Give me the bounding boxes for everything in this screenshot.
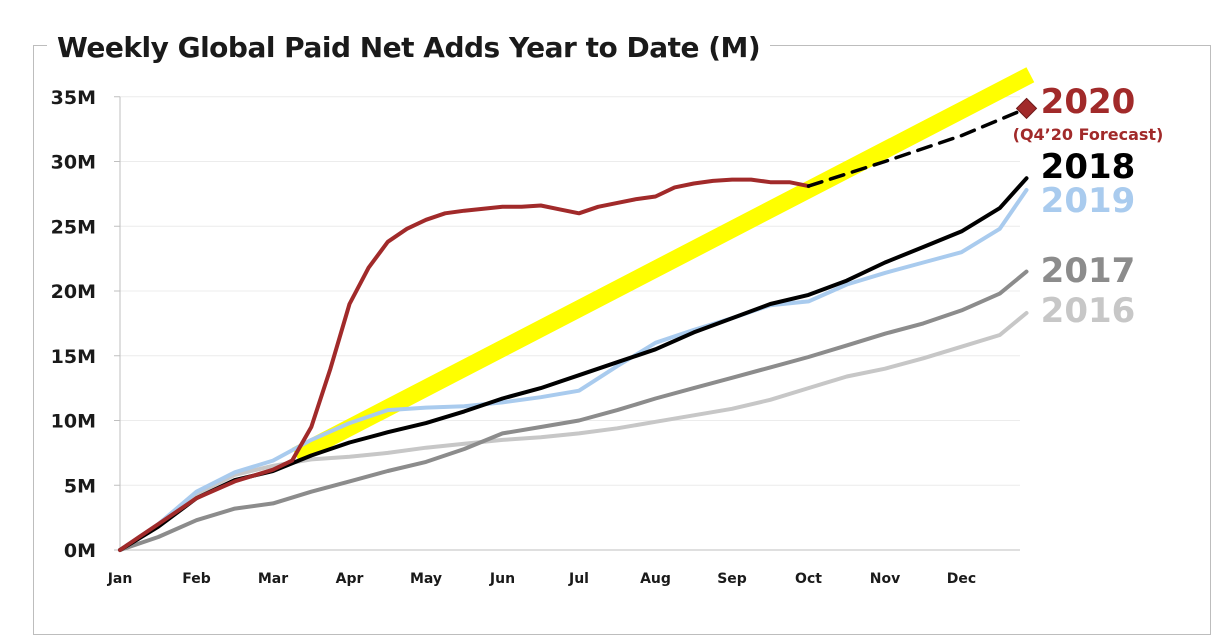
forecast-marker — [1015, 97, 1038, 120]
y-tick-label: 15M — [51, 346, 96, 368]
x-tick-label: Mar — [258, 571, 288, 587]
series-line-2020 — [118, 177, 811, 552]
y-tick-label: 30M — [51, 152, 96, 174]
legend-label: 2018 — [1041, 147, 1136, 187]
highlight-band — [292, 67, 1035, 464]
legend-label: 2017 — [1041, 251, 1136, 291]
y-tick-label: 0M — [64, 540, 96, 562]
x-tick-label: Aug — [640, 571, 671, 587]
x-tick-label: Dec — [947, 571, 976, 587]
series-line-2019 — [118, 188, 1029, 552]
legend-label: 2020 — [1041, 82, 1136, 122]
x-tick-label: Jan — [107, 571, 133, 587]
x-tick-label: Apr — [336, 571, 364, 587]
series-line-2018 — [118, 176, 1029, 552]
series-line-2016 — [118, 311, 1029, 552]
x-tick-label: Jul — [568, 571, 589, 587]
y-tick-label: 5M — [64, 475, 96, 497]
x-tick-label: May — [410, 571, 442, 587]
series-line-2020-q4-20-forecast- — [806, 106, 1029, 188]
legend-label: (Q4’20 Forecast) — [1013, 125, 1164, 144]
x-tick-label: Nov — [870, 571, 900, 587]
x-tick-label: Jun — [489, 571, 515, 587]
chart-title: Weekly Global Paid Net Adds Year to Date… — [47, 28, 771, 68]
y-tick-label: 10M — [51, 411, 96, 433]
x-tick-label: Oct — [795, 571, 822, 587]
legend-label: 2019 — [1041, 181, 1136, 221]
x-tick-label: Sep — [717, 571, 747, 587]
y-tick-label: 20M — [51, 281, 96, 303]
legend-label: 2016 — [1041, 291, 1136, 331]
series-line-2017 — [118, 269, 1029, 552]
y-tick-label: 25M — [51, 216, 96, 238]
y-tick-label: 35M — [51, 87, 96, 109]
x-tick-label: Feb — [182, 571, 211, 587]
